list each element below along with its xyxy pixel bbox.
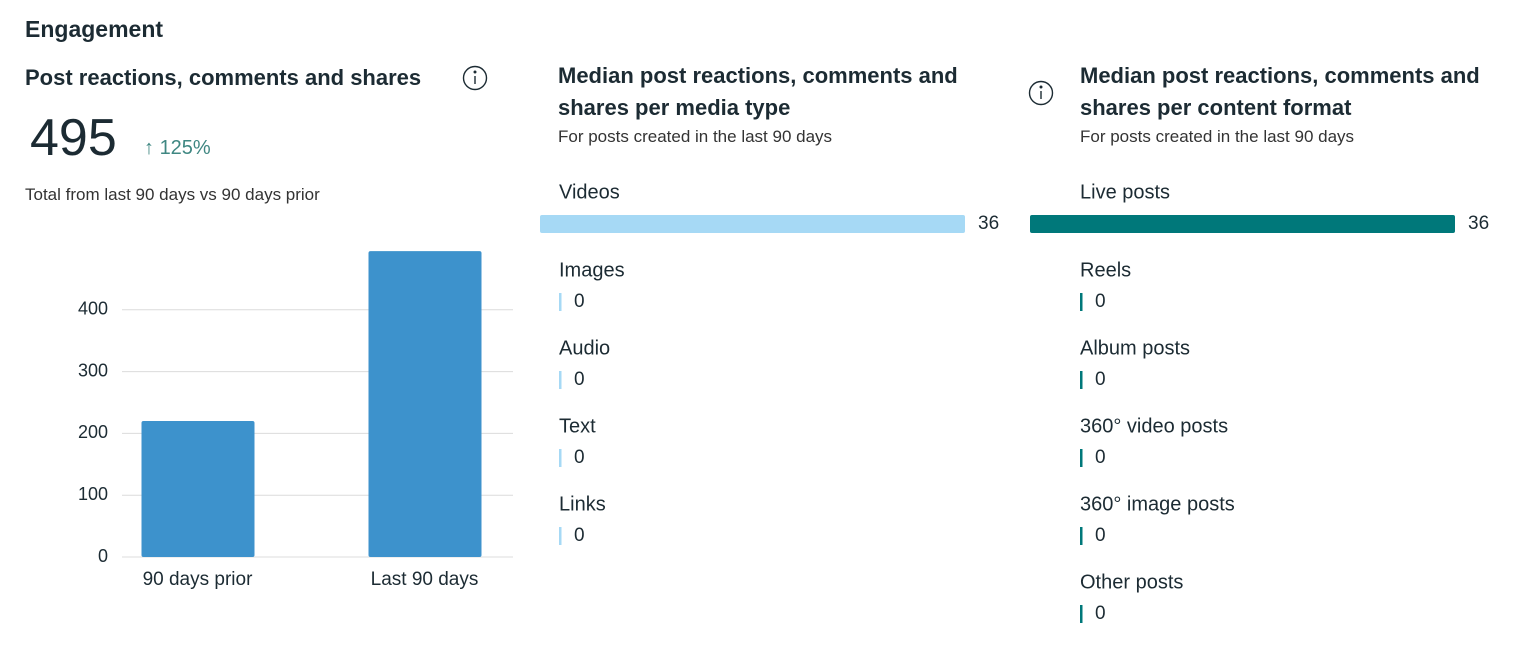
info-icon[interactable] [1028, 80, 1054, 106]
x-tick-label: Last 90 days [371, 569, 479, 590]
section-header: Engagement [25, 16, 164, 42]
bar [1080, 449, 1083, 467]
summary-note: Total from last 90 days vs 90 days prior [25, 185, 320, 204]
y-tick-label: 300 [78, 360, 108, 380]
value-label: 0 [1095, 291, 1106, 312]
value-label: 0 [574, 369, 585, 390]
bar [559, 293, 562, 311]
info-icon[interactable] [462, 65, 488, 91]
panel-title: Post reactions, comments and shares [25, 65, 422, 90]
category-label: Reels [1080, 259, 1131, 281]
bar [540, 215, 965, 233]
bar [1080, 371, 1083, 389]
bar [559, 449, 562, 467]
category-label: Text [559, 415, 596, 437]
value-label: 0 [574, 291, 585, 312]
value-label: 0 [1095, 603, 1106, 624]
category-label: Links [559, 493, 606, 515]
y-tick-label: 400 [78, 299, 108, 319]
x-tick-label: 90 days prior [143, 569, 254, 590]
bar [1080, 605, 1083, 623]
bar [141, 421, 255, 557]
y-tick-label: 200 [78, 422, 108, 442]
panel-subtitle: For posts created in the last 90 days [558, 127, 833, 146]
bar [1080, 293, 1083, 311]
value-label: 0 [1095, 369, 1106, 390]
value-label: 0 [574, 447, 585, 468]
panel-title: Median post reactions, comments and shar… [558, 63, 958, 120]
change-value: 125% [159, 137, 211, 159]
category-label: 360° image posts [1080, 493, 1235, 515]
y-tick-label: 100 [78, 484, 108, 504]
value-label: 0 [1095, 447, 1106, 468]
category-label: Images [559, 259, 625, 281]
total-value: 495 [30, 109, 117, 167]
panel-title: Median post reactions, comments and shar… [1080, 63, 1480, 120]
y-tick-label: 0 [98, 546, 108, 566]
value-label: 0 [1095, 525, 1106, 546]
bar [1030, 215, 1455, 233]
category-label: 360° video posts [1080, 415, 1228, 437]
category-label: Other posts [1080, 571, 1183, 593]
category-label: Album posts [1080, 337, 1190, 359]
bar [1080, 527, 1083, 545]
value-label: 36 [1468, 213, 1489, 234]
panel-subtitle: For posts created in the last 90 days [1080, 127, 1355, 146]
value-label: 0 [574, 525, 585, 546]
value-label: 36 [978, 213, 999, 234]
bar [368, 251, 482, 557]
bar [559, 371, 562, 389]
category-label: Live posts [1080, 181, 1170, 203]
category-label: Audio [559, 337, 610, 359]
category-label: Videos [559, 181, 620, 203]
bar [559, 527, 562, 545]
change: ↑ 125% [144, 137, 211, 159]
